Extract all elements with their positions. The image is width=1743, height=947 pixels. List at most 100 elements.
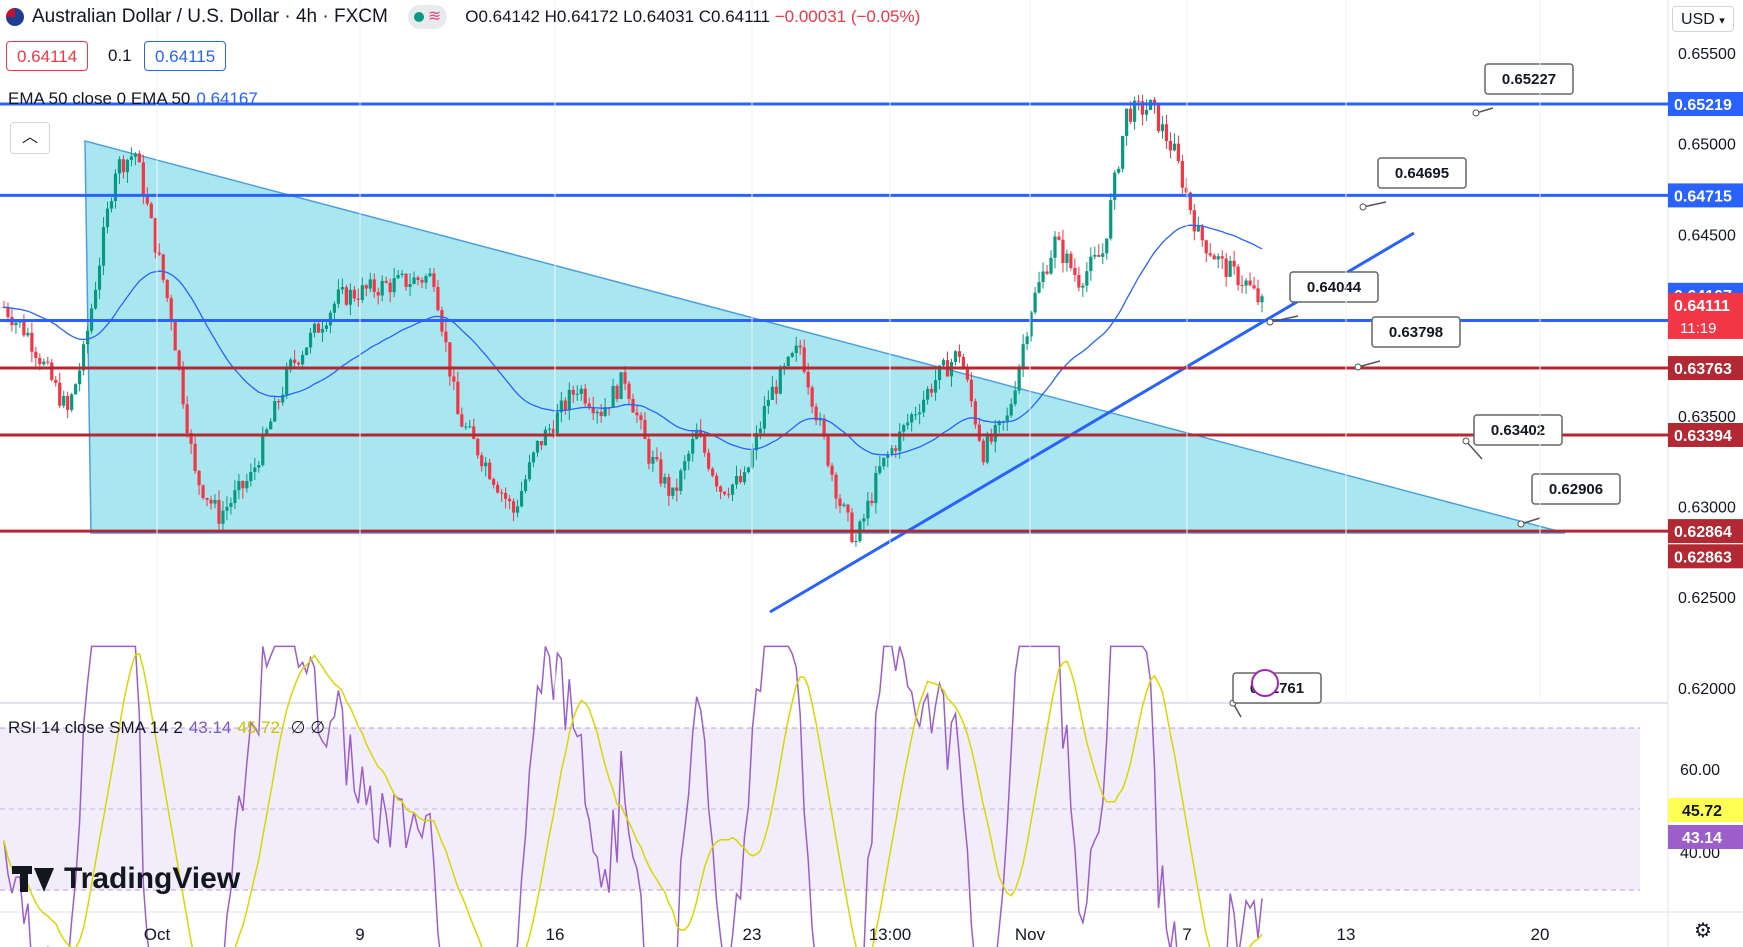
candle-body [683, 461, 687, 471]
candle-body [1256, 288, 1260, 303]
candle-body [332, 303, 337, 313]
ohlc-close: C0.64111 [698, 7, 770, 26]
candle-body [1136, 100, 1141, 102]
candle-body [802, 347, 806, 372]
market-status[interactable]: ≋ [407, 5, 448, 29]
candle-body [663, 477, 667, 484]
logo-text: TradingView [64, 862, 241, 895]
candle-body [925, 388, 930, 400]
collapse-legend-button[interactable]: ︿ [10, 122, 50, 154]
low-badge-bg [1668, 544, 1743, 569]
candle-body [818, 418, 822, 421]
buy-button[interactable]: 0.64115 [144, 41, 227, 71]
candle-body [277, 401, 281, 403]
candle-body [691, 439, 695, 454]
candle-body [488, 462, 492, 480]
time-tick-label: 13 [1337, 925, 1356, 944]
price-tick-label: 0.63500 [1678, 409, 1736, 426]
low-badge: 0.62863 [1674, 549, 1732, 566]
candle-body [878, 466, 882, 473]
candle-body [1180, 161, 1184, 188]
candle-body [237, 481, 241, 491]
candle-body [344, 287, 348, 305]
callout-anchor [1517, 520, 1525, 528]
symbol-title[interactable]: Australian Dollar / U.S. Dollar · 4h · F… [32, 6, 388, 27]
price-tick-label: 0.65500 [1678, 46, 1736, 63]
ema-legend[interactable]: EMA 50 close 0 EMA 50 0.64167 [8, 89, 258, 109]
candle-body [806, 371, 810, 388]
candle-body [189, 433, 193, 444]
candle-body [551, 428, 555, 434]
candle-body [173, 321, 177, 351]
candle-body [655, 456, 659, 460]
candle-body [1144, 109, 1149, 115]
candle-body [523, 479, 528, 491]
rsi-tick-label: 40.00 [1680, 845, 1720, 862]
candle-body [113, 173, 118, 202]
candle-body [866, 500, 870, 519]
candles [2, 94, 1264, 547]
candle-body [726, 494, 731, 496]
time-tick-label: Nov [1015, 925, 1046, 944]
candle-body [1172, 143, 1177, 151]
candle-body [711, 468, 715, 476]
candle-body [1085, 271, 1089, 286]
candle-body [778, 368, 782, 394]
candle-body [870, 500, 874, 504]
candle-body [22, 321, 26, 336]
candle-body [890, 448, 894, 455]
callout-anchor [1472, 109, 1480, 117]
callout-anchor [1359, 203, 1367, 211]
candle-body [285, 368, 289, 395]
candle-body [78, 370, 82, 385]
candle-body [265, 429, 269, 434]
candle-body [882, 457, 886, 467]
candle-body [492, 479, 496, 485]
candle-body [826, 436, 830, 466]
settings-icon[interactable]: ⚙ [1694, 920, 1712, 942]
candle-body [563, 400, 567, 411]
candle-body [352, 289, 356, 299]
rsi-tick-label: 60.00 [1680, 762, 1720, 779]
candle-body [1200, 225, 1204, 241]
flag-icon [6, 8, 24, 26]
candle-body [42, 361, 46, 365]
candle-body [1140, 101, 1145, 115]
candle-body [969, 379, 973, 402]
candle-body [902, 425, 906, 432]
candle-body [667, 477, 671, 496]
candle-body [14, 322, 18, 326]
candle-body [515, 506, 520, 513]
candle-body [571, 389, 575, 395]
candle-body [1216, 256, 1220, 260]
candle-body [591, 407, 595, 414]
candle-body [1009, 403, 1013, 416]
rsi-legend[interactable]: RSI 14 close SMA 14 2 43.14 45.72 ∅ ∅ [8, 718, 325, 738]
candle-body [392, 278, 396, 293]
time-tick-label: 13:00 [869, 925, 912, 944]
time-tick-label: 9 [355, 925, 364, 944]
candle-body [838, 498, 842, 506]
sell-button[interactable]: 0.64114 [6, 41, 89, 71]
candle-body [480, 455, 484, 467]
candle-body [46, 361, 50, 363]
candle-body [543, 429, 548, 446]
ema-line [3, 224, 1263, 456]
currency-selector[interactable]: USD ▾ [1672, 6, 1734, 32]
rsi-badge: 43.14 [1682, 830, 1722, 847]
candle-body [380, 280, 384, 296]
candle-body [86, 330, 90, 345]
candle-body [500, 492, 504, 494]
candle-body [1156, 105, 1161, 132]
candle-body [511, 501, 516, 513]
candle-body [707, 452, 711, 469]
candle-body [993, 425, 997, 442]
candle-body [1133, 100, 1137, 122]
ema-label: EMA 50 close 0 EMA 50 [8, 89, 191, 108]
candle-body [1228, 260, 1232, 277]
candle-body [1053, 236, 1057, 258]
candle-body [62, 395, 66, 406]
tradingview-logo: TradingView [12, 862, 240, 896]
candle-body [1021, 344, 1025, 367]
